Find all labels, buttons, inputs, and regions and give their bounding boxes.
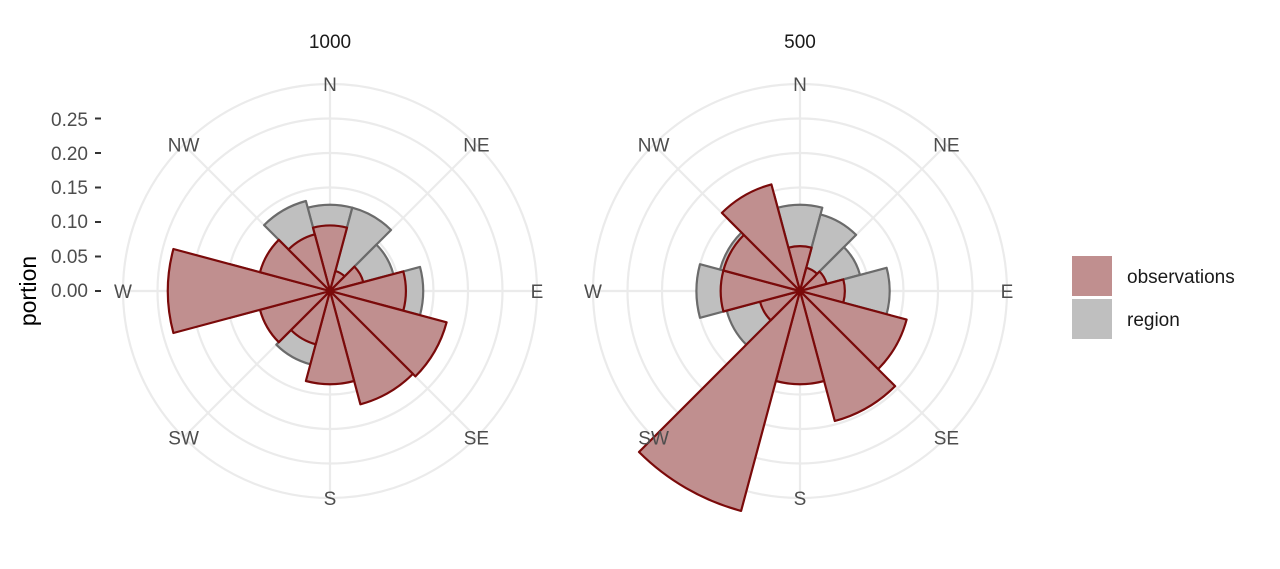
- direction-label-se: SE: [464, 428, 489, 449]
- panel-1000: 1000 N NE E SE S SW W NW: [114, 32, 543, 510]
- observations-bar: [328, 289, 414, 406]
- direction-label-nw: NW: [168, 136, 200, 157]
- direction-label-ne: NE: [463, 136, 489, 157]
- observations-bar: [311, 224, 349, 293]
- observations-bar: [720, 183, 802, 293]
- panel-title: 500: [784, 32, 816, 53]
- y-axis-title: portion: [15, 256, 41, 326]
- direction-label-n: N: [323, 75, 337, 96]
- y-tick-label: 0.10: [51, 212, 88, 233]
- y-tick-label: 0.15: [51, 178, 88, 199]
- observations-bar: [637, 289, 802, 512]
- direction-label-s: S: [794, 489, 807, 510]
- panel-500: 500 N NE E SE S SW W NW: [584, 32, 1014, 512]
- observations-bar: [798, 289, 897, 423]
- direction-label-nw: NW: [638, 136, 670, 157]
- legend: observations region: [1072, 256, 1235, 339]
- legend-key-observations: [1072, 256, 1112, 296]
- direction-label-s: S: [324, 489, 337, 510]
- direction-label-w: W: [114, 282, 132, 303]
- y-axis: 0.25 0.20 0.15 0.10 0.05 0.00: [51, 110, 101, 302]
- panel-title: 1000: [309, 32, 351, 53]
- legend-key-region: [1072, 299, 1112, 339]
- direction-label-se: SE: [934, 428, 959, 449]
- observations-bar: [166, 247, 332, 335]
- direction-label-e: E: [531, 282, 544, 303]
- observations-series: [637, 183, 908, 512]
- direction-label-e: E: [1001, 282, 1014, 303]
- observations-bar: [304, 289, 356, 386]
- y-tick-label: 0.05: [51, 247, 88, 268]
- legend-label-observations: observations: [1127, 267, 1235, 288]
- direction-label-w: W: [584, 282, 602, 303]
- observations-bar: [258, 238, 332, 293]
- region-bar: [328, 206, 393, 293]
- y-tick-label: 0.20: [51, 144, 88, 165]
- direction-label-sw: SW: [168, 428, 199, 449]
- legend-label-region: region: [1127, 310, 1180, 331]
- observations-bar: [287, 233, 332, 293]
- direction-label-n: N: [793, 75, 807, 96]
- direction-label-ne: NE: [933, 136, 959, 157]
- direction-label-sw: SW: [638, 428, 669, 449]
- y-tick-label: 0.00: [51, 281, 88, 302]
- observations-series: [166, 224, 448, 406]
- observations-bar: [328, 289, 448, 378]
- y-tick-label: 0.25: [51, 110, 88, 131]
